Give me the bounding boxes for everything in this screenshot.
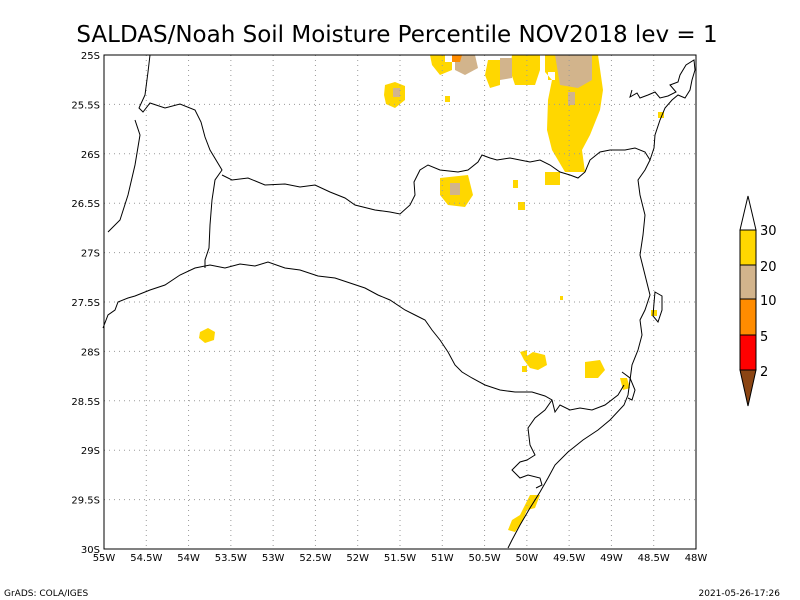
border-rs-south [511, 399, 553, 489]
lon-axis-labels: 55W 54.5W 54W 53.5W 53W 52.5W 52W 51.5W 51W 50.5W… [93, 553, 708, 564]
legend-box-20-30 [739, 229, 757, 266]
legend-label-2: 2 [760, 365, 768, 380]
border-sc-rs [102, 261, 625, 414]
lon-tick-label: 53.5W [215, 553, 247, 564]
shade-yellow-d2 [518, 202, 525, 210]
lat-tick-label: 30S [81, 545, 100, 556]
shade-tan-north-2 [500, 58, 512, 80]
shade-tan-255-515 [393, 88, 400, 97]
lat-tick-label: 26S [81, 150, 100, 161]
border-west-north [138, 54, 223, 268]
shade-yellow-28-499b [522, 366, 527, 372]
legend-bottom-arrow [739, 369, 757, 407]
grid-lines [104, 55, 696, 549]
shade-yellow-north-3 [485, 60, 500, 88]
footer-left: GrADS: COLA/IGES [4, 589, 88, 599]
lat-axis-labels: 25S 25.5S 26S 26.5S 27S 27.5S 28S 28.5S 29S 29.5S… [71, 51, 100, 556]
lat-tick-label: 25S [81, 51, 100, 62]
coastline-sc [507, 159, 651, 549]
lat-tick-label: 28S [81, 347, 100, 358]
legend-top-arrow [739, 195, 757, 231]
legend-label-10: 10 [760, 294, 777, 309]
lat-tick-label: 28.5S [71, 397, 100, 408]
lat-tick-label: 27.5S [71, 298, 100, 309]
lon-tick-label: 48W [685, 553, 708, 564]
legend-box-10-20 [739, 264, 757, 300]
legend: 30 20 10 5 2 [739, 195, 777, 407]
shade-tan-north-3 [555, 55, 592, 88]
legend-label-20: 20 [760, 260, 777, 275]
shade-yellow-d1 [513, 180, 518, 188]
lon-tick-label: 50W [516, 553, 539, 564]
map-title: SALDAS/Noah Soil Moisture Percentile NOV… [76, 22, 717, 48]
lat-tick-label: 27S [81, 249, 100, 260]
lon-tick-label: 51W [431, 553, 454, 564]
shade-orange-north [452, 55, 462, 62]
shade-yellow-north [430, 55, 452, 75]
plot-frame [103, 54, 697, 550]
shade-tan-north [455, 55, 478, 75]
lon-tick-label: 49.5W [553, 553, 585, 564]
shade-yellow-north-4 [510, 55, 540, 85]
shade-yellow-282-491 [585, 360, 605, 378]
lat-tick-label: 26.5S [71, 199, 100, 210]
lon-tick-label: 51.5W [384, 553, 416, 564]
lon-tick-label: 54.5W [130, 553, 162, 564]
shade-tan-265-51 [450, 183, 460, 195]
percentile-shading [199, 55, 664, 532]
boundaries [102, 54, 696, 549]
legend-box-2-5 [739, 334, 757, 371]
lat-tick-label: 29.5S [71, 496, 100, 507]
lat-tick-label: 25.5S [71, 100, 100, 111]
lon-tick-label: 55W [93, 553, 116, 564]
lon-tick-label: 52.5W [299, 553, 331, 564]
lon-tick-label: 53W [262, 553, 285, 564]
shade-yellow-small [445, 96, 450, 102]
shade-yellow-coast2 [651, 310, 657, 316]
shade-tan-north-4 [568, 92, 575, 105]
shade-yellow-coast3 [560, 296, 563, 300]
lon-tick-label: 48.5W [638, 553, 670, 564]
lat-tick-label: 29S [81, 446, 100, 457]
footer-right: 2021-05-26-17:26 [699, 589, 781, 599]
lon-tick-label: 50.5W [468, 553, 500, 564]
shade-yellow-north-5 [545, 172, 560, 185]
legend-box-5-10 [739, 298, 757, 336]
shade-yellow-28-538 [199, 328, 215, 343]
legend-label-30: 30 [760, 224, 777, 239]
lon-tick-label: 52W [346, 553, 369, 564]
island-sc [652, 291, 663, 324]
border-pr-sc [221, 59, 696, 215]
lon-tick-label: 54W [177, 553, 200, 564]
lon-tick-label: 49W [600, 553, 623, 564]
lagoon [621, 371, 636, 401]
legend-label-5: 5 [760, 330, 768, 345]
border-west-river [107, 119, 141, 233]
